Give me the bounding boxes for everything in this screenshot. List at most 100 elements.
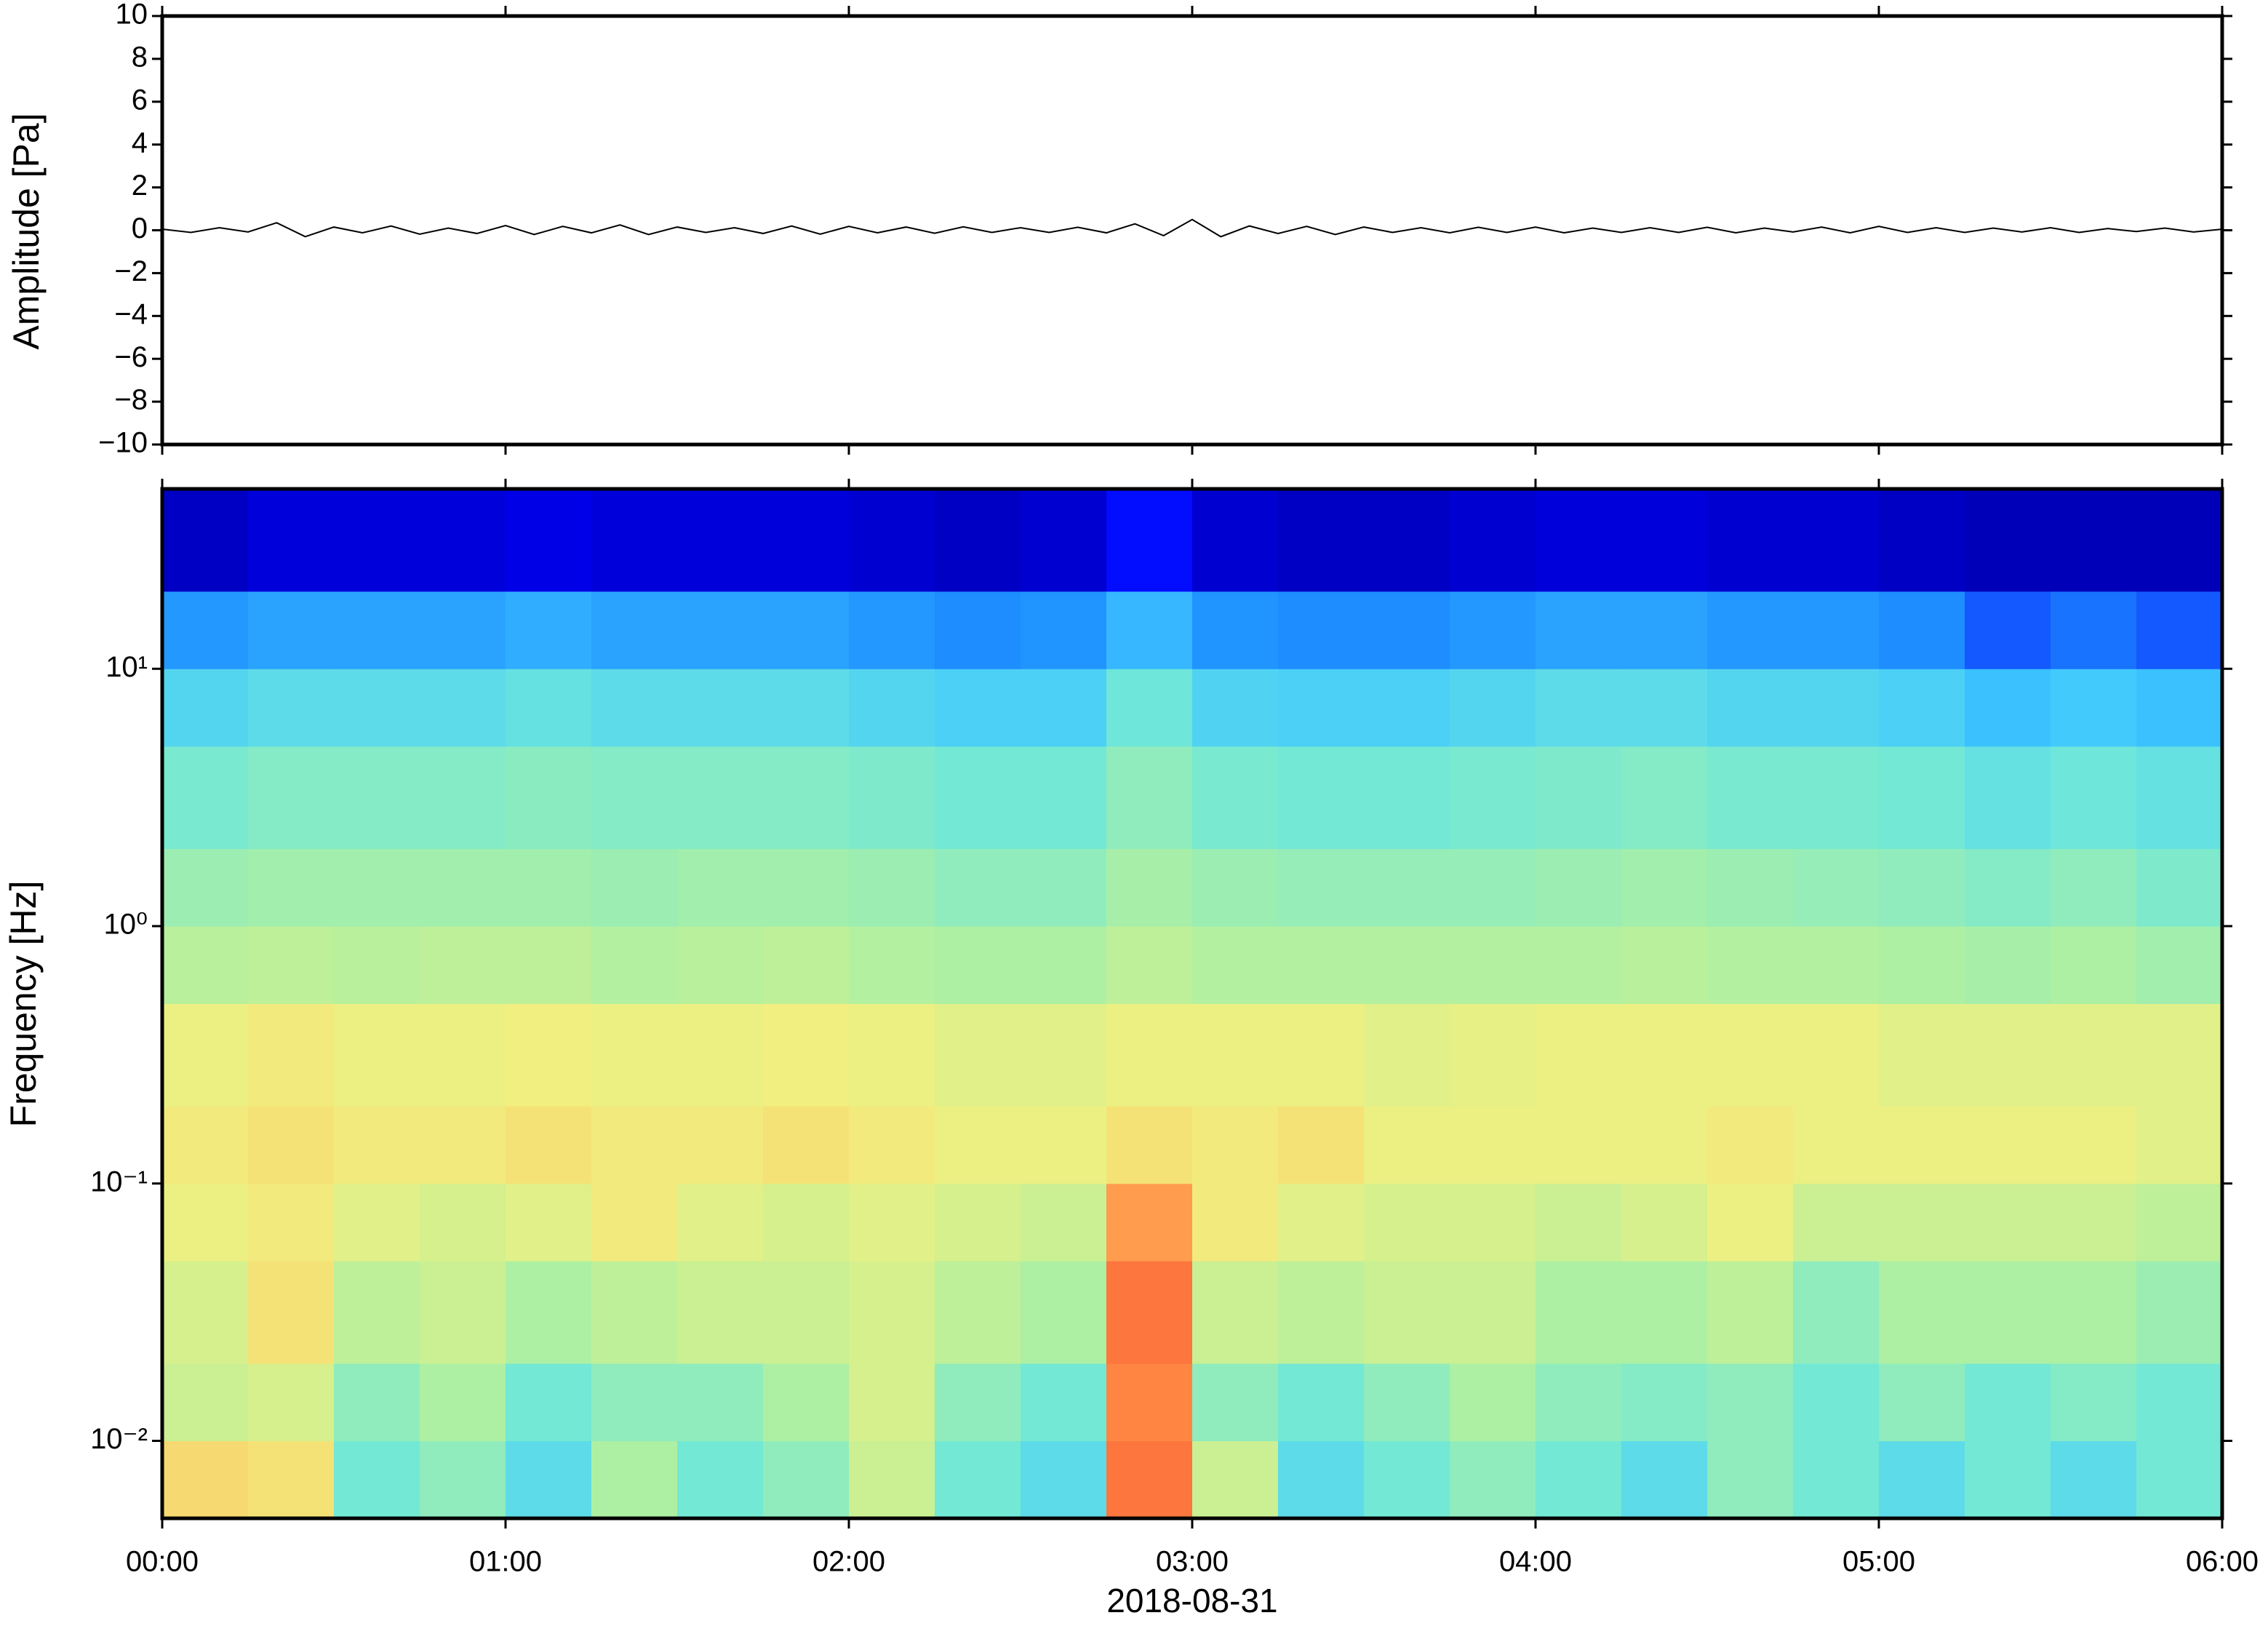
spectrogram-cell bbox=[935, 746, 1021, 850]
spectrogram-cell bbox=[420, 1440, 506, 1519]
spectrogram-cell bbox=[677, 489, 764, 592]
spectrogram-cell bbox=[677, 1261, 764, 1364]
spectrogram-cell bbox=[1621, 591, 1708, 669]
spectrogram-cell bbox=[1450, 591, 1536, 669]
spectrogram-cell bbox=[420, 591, 506, 669]
spectrogram-cell bbox=[2051, 1183, 2137, 1262]
spectrogram-cell bbox=[334, 1106, 420, 1184]
spectrogram-cell bbox=[849, 746, 935, 850]
spectrogram-cell bbox=[1879, 1183, 1965, 1262]
spectrogram-cell bbox=[1364, 1363, 1450, 1442]
spectrogram-cell bbox=[1021, 591, 1107, 669]
spectrogram-cell bbox=[935, 926, 1021, 1004]
spectrogram-cell bbox=[849, 669, 935, 747]
spectrogram-cell bbox=[1879, 591, 1965, 669]
spectrogram-cell bbox=[591, 669, 678, 747]
spectrogram-cell bbox=[1536, 669, 1622, 747]
spectrogram-cell bbox=[1707, 1183, 1794, 1262]
spectrogram-cell bbox=[334, 1440, 420, 1519]
spectrogram-cell bbox=[1278, 848, 1365, 927]
spectrogram-cell bbox=[1364, 591, 1450, 669]
spectrogram-cell bbox=[1965, 848, 2051, 927]
spectrogram-cell bbox=[763, 1440, 850, 1519]
spectrogram-cell bbox=[1621, 848, 1708, 927]
spectrogram-cell bbox=[677, 926, 764, 1004]
spectrogram-cell bbox=[1879, 848, 1965, 927]
spectrogram-cell bbox=[1965, 926, 2051, 1004]
spectrogram-cell bbox=[1021, 1106, 1107, 1184]
spectrogram-cell bbox=[248, 1183, 335, 1262]
y-axis-label: Frequency [Hz] bbox=[3, 880, 44, 1127]
spectrogram-cell bbox=[1106, 1440, 1193, 1519]
spectrogram-cell bbox=[849, 1183, 935, 1262]
spectrogram-cell bbox=[1879, 1106, 1965, 1184]
spectrogram-cell bbox=[162, 591, 249, 669]
spectrogram-cell bbox=[2136, 1183, 2223, 1262]
spectrogram-cell bbox=[935, 1261, 1021, 1364]
spectrogram-cell bbox=[1364, 926, 1450, 1004]
spectrogram-cell bbox=[420, 1003, 506, 1107]
spectrogram-cell bbox=[935, 1440, 1021, 1519]
spectrogram-cell bbox=[1364, 489, 1450, 592]
spectrogram-cell bbox=[1021, 926, 1107, 1004]
spectrogram-cell bbox=[1707, 746, 1794, 850]
spectrogram-cell bbox=[1536, 1440, 1622, 1519]
spectrogram-cell bbox=[506, 1440, 592, 1519]
spectrogram-cell bbox=[935, 591, 1021, 669]
spectrogram-cell bbox=[506, 669, 592, 747]
spectrogram-cell bbox=[162, 669, 249, 747]
y-tick-label: 0 bbox=[132, 212, 148, 244]
spectrogram-cell bbox=[1021, 1183, 1107, 1262]
spectrogram-cell bbox=[1793, 1003, 1880, 1107]
spectrogram-cell bbox=[1536, 1363, 1622, 1442]
spectrogram-cell bbox=[334, 591, 420, 669]
x-tick-label: 06:00 bbox=[2186, 1546, 2259, 1578]
spectrogram-cell bbox=[334, 669, 420, 747]
spectrogram-cell bbox=[1621, 746, 1708, 850]
spectrogram-cell bbox=[591, 1003, 678, 1107]
spectrogram-cell bbox=[1621, 1003, 1708, 1107]
spectrogram-cell bbox=[1364, 1440, 1450, 1519]
spectrogram-cell bbox=[162, 1261, 249, 1364]
spectrogram-cell bbox=[1192, 848, 1279, 927]
spectrogram-cell bbox=[1707, 669, 1794, 747]
y-tick-label: 10⁻¹ bbox=[90, 1165, 148, 1197]
spectrogram-cell bbox=[248, 926, 335, 1004]
spectrogram-cell bbox=[677, 848, 764, 927]
y-tick-label: −2 bbox=[114, 255, 148, 287]
spectrogram-cell bbox=[1879, 669, 1965, 747]
spectrogram-cell bbox=[591, 848, 678, 927]
spectrogram-cell bbox=[1879, 746, 1965, 850]
spectrogram-cell bbox=[1965, 746, 2051, 850]
spectrogram-cell bbox=[1364, 669, 1450, 747]
spectrogram-cell bbox=[1793, 1261, 1880, 1364]
spectrogram-cell bbox=[506, 591, 592, 669]
y-tick-label: 10 bbox=[116, 0, 148, 31]
spectrogram-cell bbox=[1021, 1003, 1107, 1107]
spectrogram-cell bbox=[763, 848, 850, 927]
spectrogram-cell bbox=[162, 1183, 249, 1262]
spectrogram-cell bbox=[1192, 1183, 1279, 1262]
spectrogram-cell bbox=[591, 1363, 678, 1442]
spectrogram-cell bbox=[1278, 1106, 1365, 1184]
spectrogram-cell bbox=[1106, 926, 1193, 1004]
x-tick-label: 02:00 bbox=[812, 1546, 885, 1578]
spectrogram-cell bbox=[1536, 746, 1622, 850]
spectrogram-cell bbox=[2136, 1003, 2223, 1107]
spectrogram-cell bbox=[935, 1106, 1021, 1184]
spectrogram-cell bbox=[1450, 1106, 1536, 1184]
spectrogram-cell bbox=[506, 1003, 592, 1107]
y-tick-label: −4 bbox=[114, 298, 148, 330]
spectrogram-cell bbox=[591, 746, 678, 850]
spectrogram-cell bbox=[1536, 1183, 1622, 1262]
spectrogram-cell bbox=[1450, 669, 1536, 747]
spectrogram-cell bbox=[1965, 1106, 2051, 1184]
spectrogram-cell bbox=[1021, 1261, 1107, 1364]
spectrogram-cell bbox=[1106, 489, 1193, 592]
spectrogram-cell bbox=[1793, 1106, 1880, 1184]
x-axis-label: 2018-08-31 bbox=[1106, 1582, 1277, 1619]
spectrogram-cell bbox=[849, 1106, 935, 1184]
spectrogram-cell bbox=[1450, 1183, 1536, 1262]
spectrogram-cell bbox=[1450, 926, 1536, 1004]
